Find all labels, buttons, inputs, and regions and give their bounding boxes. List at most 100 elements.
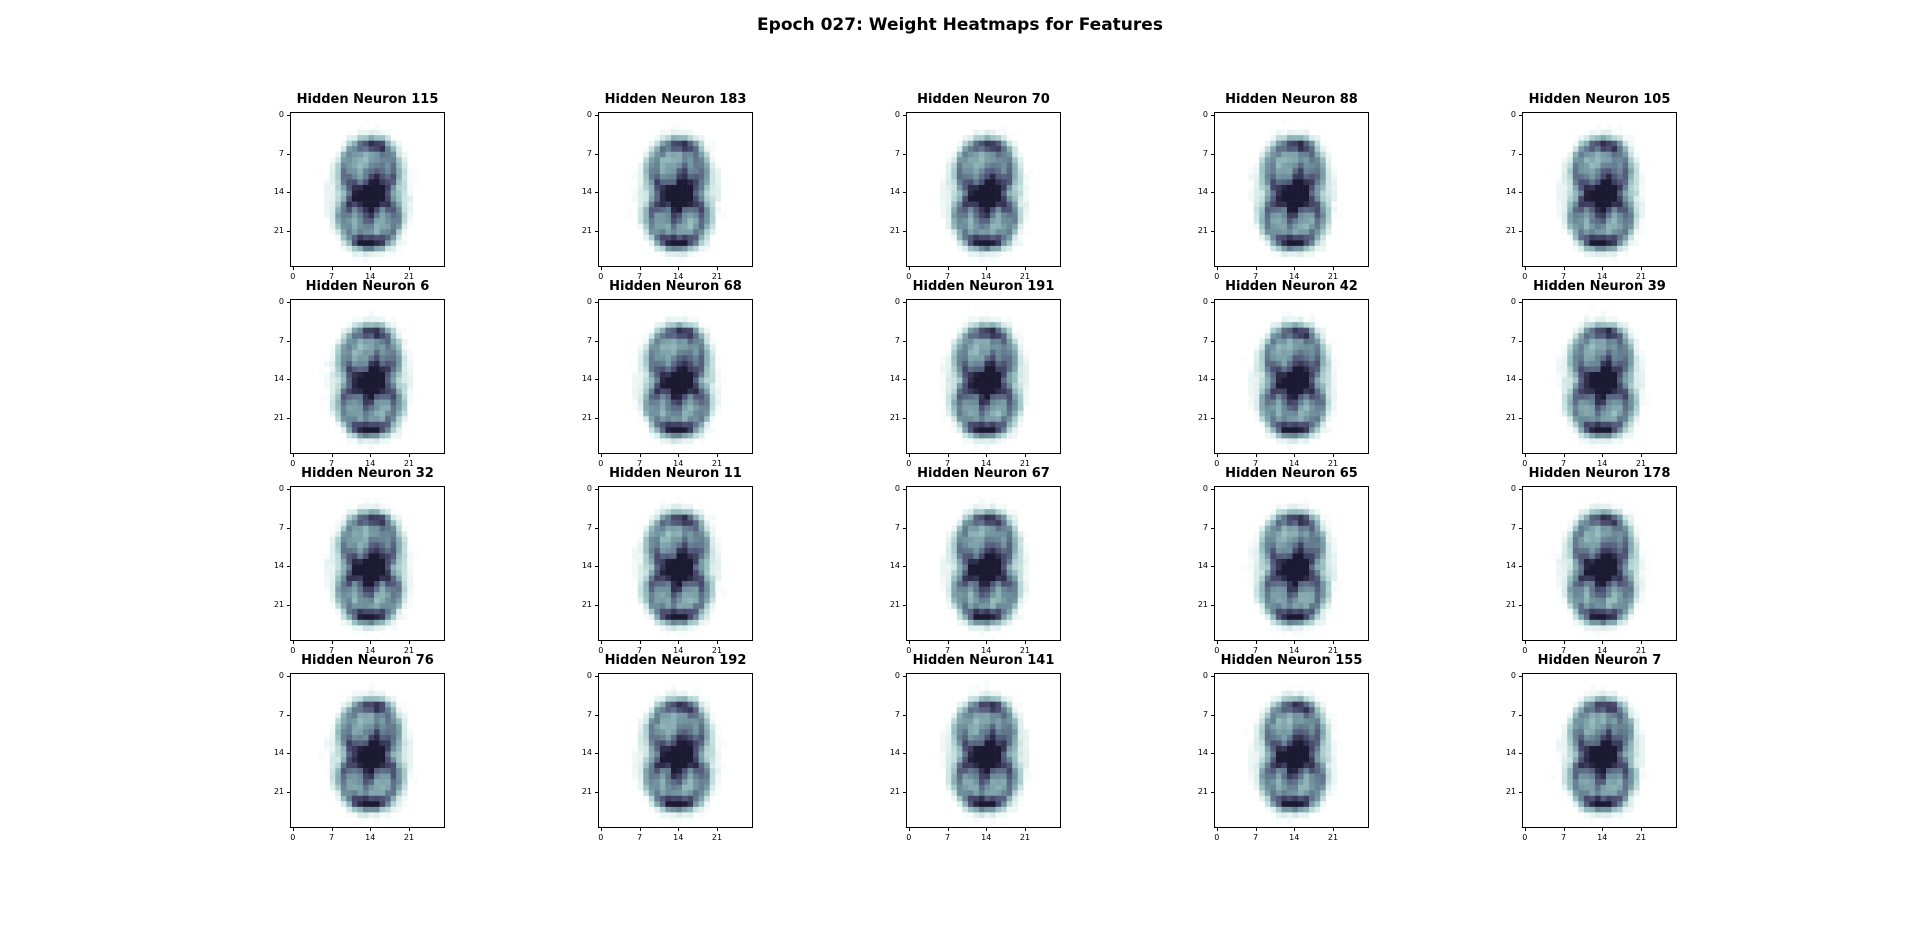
heatmap-cell <box>340 201 347 208</box>
heatmap-cell <box>1006 162 1013 169</box>
heatmap-cell <box>351 581 358 587</box>
x-tick-mark <box>1294 267 1296 270</box>
heatmap-cell <box>682 383 688 389</box>
heatmap-cell <box>648 184 655 191</box>
heatmap-cell <box>1006 355 1013 362</box>
heatmap-cell <box>1589 427 1596 434</box>
heatmap-cell <box>984 416 991 423</box>
heatmap-cell <box>1606 157 1612 164</box>
heatmap-cell <box>1633 327 1640 334</box>
heatmap-cell <box>693 251 699 258</box>
heatmap-cell <box>940 575 947 582</box>
heatmap-cell <box>346 438 353 445</box>
heatmap-cell <box>643 405 650 412</box>
heatmap-cell <box>346 564 353 571</box>
heatmap-cell <box>951 542 958 549</box>
heatmap-cell <box>374 399 380 406</box>
heatmap-cell <box>1023 377 1030 384</box>
heatmap-cell <box>1572 327 1579 334</box>
heatmap-cell <box>1583 322 1590 328</box>
heatmap-cell <box>1633 410 1640 417</box>
heatmap-cell <box>956 240 963 247</box>
x-tick-mark <box>1255 454 1257 457</box>
heatmap-cell <box>1583 146 1590 153</box>
heatmap-cell <box>1298 151 1304 158</box>
heatmap-cell <box>1006 234 1013 241</box>
heatmap-cell <box>1270 371 1277 378</box>
heatmap-cell <box>956 410 963 417</box>
heatmap-cell <box>351 514 358 521</box>
heatmap-cell <box>1600 427 1607 434</box>
heatmap-cell <box>1600 151 1607 158</box>
heatmap-cell <box>1292 581 1299 587</box>
heatmap-cell <box>687 349 694 356</box>
heatmap-cell <box>1594 388 1601 395</box>
heatmap-cell <box>1611 229 1618 236</box>
heatmap-cell <box>682 509 688 515</box>
x-tick-mark <box>1216 454 1218 457</box>
heatmap-cell <box>1583 168 1590 175</box>
heatmap-cell <box>951 581 958 587</box>
heatmap-cell <box>1628 201 1635 208</box>
heatmap-cell <box>704 162 711 169</box>
heatmap-cell <box>351 614 358 621</box>
heatmap-cell <box>1314 592 1321 599</box>
heatmap-cell <box>1292 525 1299 532</box>
heatmap-cell <box>978 223 985 230</box>
heatmap-cell <box>340 586 347 593</box>
heatmap-cell <box>648 394 655 400</box>
heatmap-cell <box>1600 140 1607 147</box>
heatmap-cell <box>1617 344 1623 351</box>
heatmap-cell <box>362 256 369 263</box>
heatmap-cell <box>1286 547 1293 554</box>
heatmap-cell <box>665 603 672 610</box>
heatmap-cell <box>1298 333 1304 340</box>
heatmap-cell <box>340 394 347 400</box>
heatmap-cell <box>1594 432 1601 439</box>
heatmap-cell <box>1622 509 1629 515</box>
heatmap-cell <box>1314 542 1321 549</box>
heatmap-cell <box>1331 586 1338 593</box>
heatmap-cell <box>995 229 1002 236</box>
heatmap-cell <box>698 553 705 560</box>
heatmap-cell <box>1600 383 1607 389</box>
heatmap-cell <box>1314 553 1321 560</box>
x-tick-label: 0 <box>598 272 604 281</box>
heatmap-cell <box>374 316 380 323</box>
heatmap-cell <box>1012 151 1019 158</box>
heatmap-cell <box>956 140 963 147</box>
heatmap-cell <box>1589 597 1596 604</box>
heatmap-cell <box>709 360 716 367</box>
heatmap-cell <box>1611 383 1618 389</box>
heatmap-cell <box>1270 416 1277 423</box>
heatmap-cell <box>978 140 985 147</box>
heatmap-cell <box>1331 558 1338 565</box>
heatmap-cell <box>693 625 699 632</box>
heatmap-cell <box>1617 245 1623 252</box>
heatmap-cell <box>401 416 408 423</box>
heatmap-cell <box>390 135 397 141</box>
heatmap-cell <box>984 438 991 445</box>
heatmap-cell <box>682 597 688 604</box>
heatmap-cell <box>676 520 683 527</box>
heatmap-cell <box>978 625 985 632</box>
heatmap-cell <box>396 575 403 582</box>
heatmap-cell <box>1567 157 1574 164</box>
heatmap-cell <box>984 179 991 186</box>
heatmap-cell <box>1259 234 1266 241</box>
y-tick-label: 14 <box>581 374 592 384</box>
heatmap-cell <box>1617 184 1623 191</box>
heatmap-cell <box>1606 190 1612 197</box>
heatmap-cell <box>648 570 655 576</box>
heatmap-cell <box>329 223 336 230</box>
heatmap-cell <box>704 536 711 543</box>
heatmap-cell <box>1578 229 1585 236</box>
heatmap-cell <box>967 151 974 158</box>
heatmap-cell <box>945 173 952 180</box>
heatmap-cell <box>940 212 947 219</box>
heatmap-cell <box>1633 240 1640 247</box>
heatmap-cell <box>1309 603 1315 610</box>
heatmap-cell <box>1006 173 1013 180</box>
heatmap-cell <box>978 360 985 367</box>
x-tick-label: 21 <box>403 646 415 655</box>
